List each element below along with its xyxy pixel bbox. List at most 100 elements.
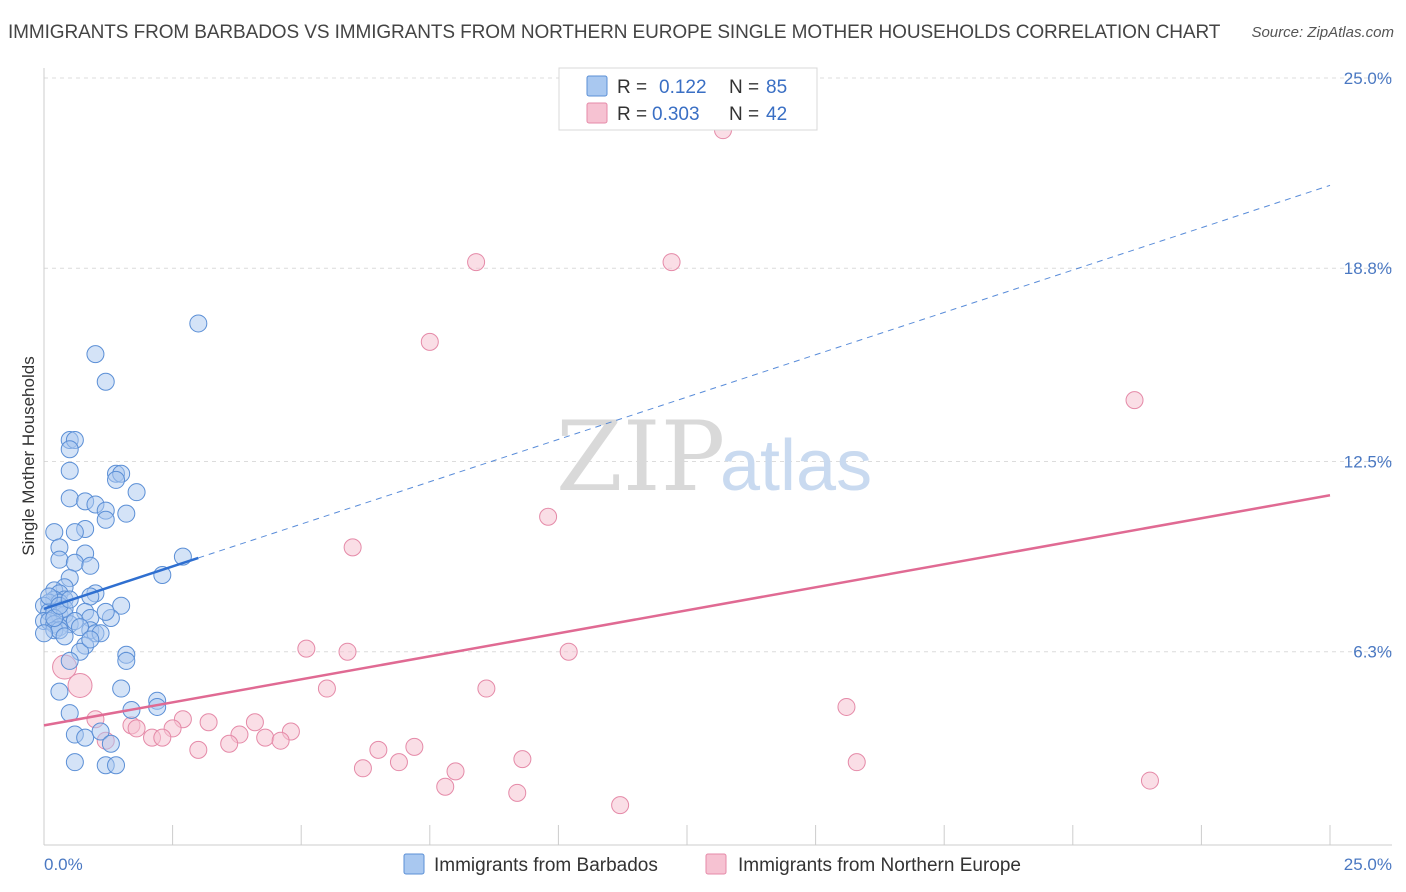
point-barbados xyxy=(60,651,79,670)
point-barbados xyxy=(71,618,90,637)
bottom-legend: Immigrants from Barbados Immigrants from… xyxy=(403,853,1021,876)
chart-source: Source: ZipAtlas.com xyxy=(1251,24,1394,41)
point-northern-europe xyxy=(1140,771,1159,790)
point-barbados xyxy=(81,556,100,575)
x-tick-label-min: 0.0% xyxy=(44,855,83,874)
point-northern-europe xyxy=(847,753,866,772)
trend-barbados-solid xyxy=(43,556,199,610)
point-barbados xyxy=(107,470,126,489)
series-northern-europe-points xyxy=(52,121,1159,815)
point-northern-europe xyxy=(611,796,630,815)
point-barbados xyxy=(117,651,136,670)
point-northern-europe xyxy=(199,713,218,732)
legend-r-label-blue: R = xyxy=(617,77,647,98)
point-northern-europe xyxy=(220,734,239,753)
point-barbados xyxy=(91,722,110,741)
point-barbados xyxy=(101,734,120,753)
legend-swatch-pink xyxy=(586,102,608,124)
point-barbados xyxy=(45,523,64,542)
legend-r-label-pink: R = xyxy=(617,104,647,125)
point-northern-europe xyxy=(353,759,372,778)
point-northern-europe xyxy=(297,639,316,658)
point-barbados xyxy=(60,461,79,480)
legend-r-value-pink: 0.303 xyxy=(652,104,700,125)
series-barbados-points xyxy=(35,314,208,775)
point-barbados xyxy=(76,728,95,747)
point-northern-europe xyxy=(837,697,856,716)
point-northern-europe xyxy=(256,728,275,747)
point-barbados xyxy=(50,550,69,569)
watermark-zip: ZIP xyxy=(556,401,725,513)
trend-northern-europe xyxy=(43,494,1331,727)
point-northern-europe xyxy=(338,642,357,661)
legend-r-value-blue: 0.122 xyxy=(659,77,707,98)
point-northern-europe xyxy=(446,762,465,781)
point-barbados xyxy=(81,630,100,649)
legend-swatch-blue xyxy=(586,75,608,97)
point-barbados xyxy=(96,602,115,621)
point-northern-europe xyxy=(67,672,93,698)
watermark: ZIP atlas xyxy=(556,401,872,513)
point-northern-europe xyxy=(271,731,290,750)
legend-n-label-pink: N = xyxy=(729,104,759,125)
point-northern-europe xyxy=(389,753,408,772)
point-barbados xyxy=(189,314,208,333)
x-tick-label-max: 25.0% xyxy=(1344,855,1392,874)
point-northern-europe xyxy=(662,253,681,272)
point-barbados xyxy=(117,504,136,523)
bottom-legend-swatch-blue xyxy=(403,853,425,875)
trend-lines xyxy=(43,184,1331,727)
point-northern-europe xyxy=(343,538,362,557)
point-northern-europe xyxy=(436,777,455,796)
point-northern-europe xyxy=(559,642,578,661)
point-northern-europe xyxy=(245,713,264,732)
point-northern-europe xyxy=(189,740,208,759)
point-barbados xyxy=(112,596,131,615)
grid-lines xyxy=(44,77,1392,653)
point-northern-europe xyxy=(477,679,496,698)
y-tick-label: 12.5% xyxy=(1344,453,1392,472)
watermark-atlas: atlas xyxy=(720,426,872,506)
point-barbados xyxy=(55,627,74,646)
chart-title: IMMIGRANTS FROM BARBADOS VS IMMIGRANTS F… xyxy=(8,22,1221,43)
point-barbados xyxy=(96,372,115,391)
point-northern-europe xyxy=(127,719,146,738)
point-barbados xyxy=(65,523,84,542)
point-northern-europe xyxy=(539,507,558,526)
point-barbados xyxy=(112,679,131,698)
y-axis-label: Single Mother Households xyxy=(19,356,38,555)
bottom-legend-swatch-pink xyxy=(705,853,727,875)
y-tick-label: 6.3% xyxy=(1353,643,1392,662)
point-northern-europe xyxy=(405,737,424,756)
trend-barbados-dashed xyxy=(198,184,1331,559)
point-northern-europe xyxy=(508,783,527,802)
point-barbados xyxy=(86,345,105,364)
point-northern-europe xyxy=(153,728,172,747)
y-tick-label: 18.8% xyxy=(1344,259,1392,278)
point-barbados xyxy=(60,440,79,459)
point-northern-europe xyxy=(513,750,532,769)
point-northern-europe xyxy=(467,253,486,272)
axes xyxy=(43,68,1392,846)
point-barbados xyxy=(50,682,69,701)
legend-n-value-pink: 42 xyxy=(766,104,787,125)
bottom-legend-label-northern-europe: Immigrants from Northern Europe xyxy=(738,855,1021,876)
legend-n-label-blue: N = xyxy=(729,77,759,98)
point-barbados xyxy=(35,624,53,643)
point-barbados xyxy=(60,489,79,508)
point-barbados xyxy=(65,553,84,572)
stats-legend: R = 0.122 N = 85 R = 0.303 N = 42 xyxy=(558,67,818,131)
bottom-legend-label-barbados: Immigrants from Barbados xyxy=(434,855,658,876)
point-northern-europe xyxy=(1125,391,1144,410)
point-northern-europe xyxy=(369,740,388,759)
point-northern-europe xyxy=(317,679,336,698)
point-barbados xyxy=(127,483,146,502)
point-barbados xyxy=(96,510,115,529)
legend-n-value-blue: 85 xyxy=(766,77,787,98)
point-barbados xyxy=(107,756,126,775)
y-tick-label: 25.0% xyxy=(1344,69,1392,88)
point-barbados xyxy=(65,753,84,772)
y-tick-labels: 6.3% 12.5% 18.8% 25.0% xyxy=(1344,69,1392,662)
x-ticks xyxy=(43,825,1331,845)
